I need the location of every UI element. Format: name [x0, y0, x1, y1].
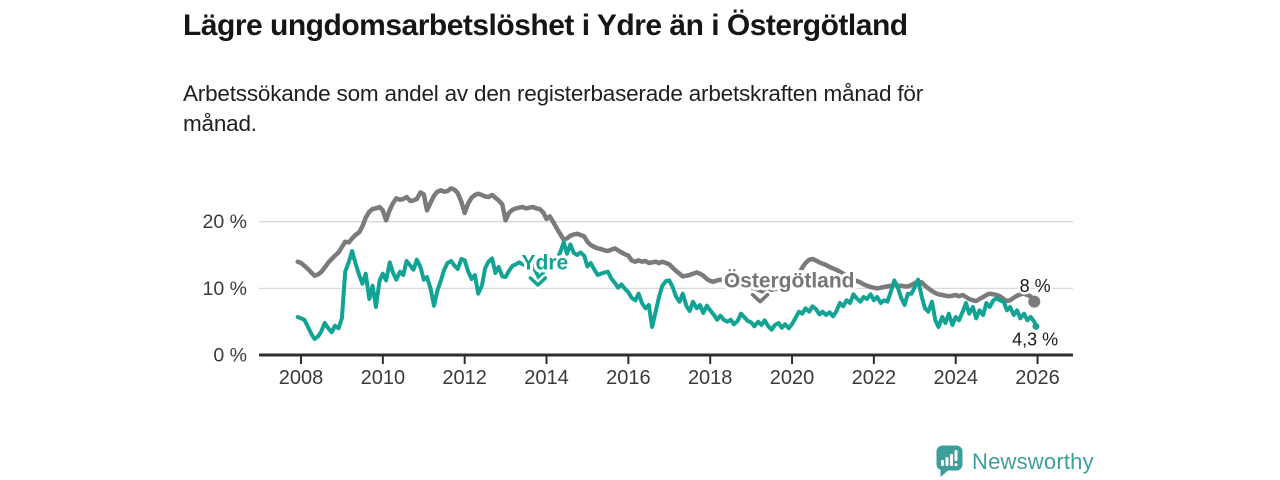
ydre-line: [295, 240, 1038, 341]
x-axis-label: 2010: [361, 367, 406, 389]
x-axis-label: 2026: [1015, 367, 1060, 389]
subtitle-line-2: månad.: [183, 111, 257, 136]
x-axis-label: 2020: [770, 367, 815, 389]
y-axis-label: 20 %: [203, 211, 247, 233]
x-axis-label: 2024: [933, 367, 978, 389]
x-axis-label: 2016: [606, 367, 651, 389]
newsworthy-wordmark: Newsworthy: [972, 448, 1094, 474]
x-axis-label: 2022: [852, 367, 897, 389]
x-axis-label: 2008: [279, 367, 324, 389]
y-axis-label: 10 %: [203, 278, 247, 300]
series-end-dot: [1032, 322, 1040, 330]
x-axis-label: 2014: [524, 367, 569, 389]
end-value-label: 8 %: [1020, 276, 1051, 296]
y-axis-label: 0 %: [213, 345, 247, 367]
series-label-chevron: [528, 276, 548, 287]
subtitle-line-1: Arbetssökande som andel av den registerb…: [183, 81, 923, 106]
x-axis-label: 2018: [688, 367, 733, 389]
newsworthy-logo[interactable]: Newsworthy: [936, 445, 1094, 478]
page-title: Lägre ungdomsarbetslöshet i Ydre än i Ös…: [183, 9, 908, 42]
series-label: Ydre: [522, 251, 569, 274]
bar-chart-speech-bubble-icon: [936, 445, 963, 477]
x-axis-label: 2012: [442, 367, 487, 389]
chart-subtitle: Arbetssökande som andel av den registerb…: [183, 79, 923, 139]
series-end-dot: [1028, 295, 1041, 308]
stergtland-line: [295, 186, 1037, 304]
end-value-label: 4,3 %: [1012, 329, 1058, 349]
series-label: Östergötland: [724, 270, 855, 293]
series-label-chevron: [750, 292, 770, 304]
